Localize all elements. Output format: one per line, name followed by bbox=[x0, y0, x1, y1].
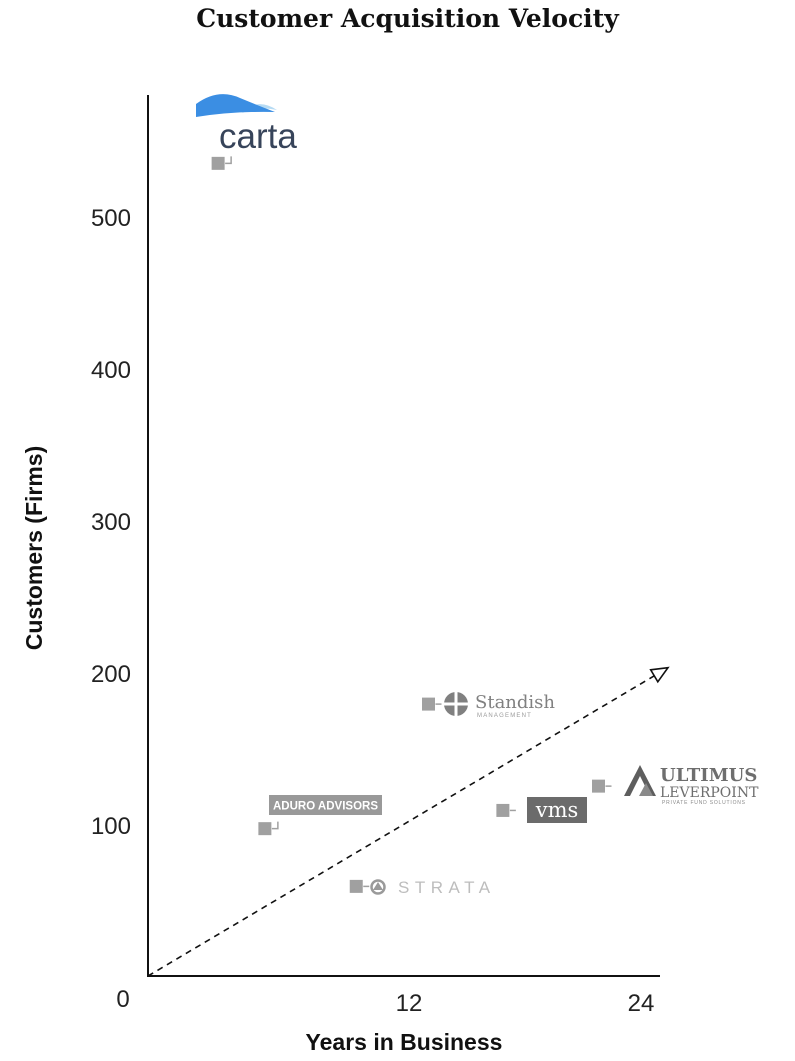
strata-logo: STRATA bbox=[370, 878, 496, 897]
strata-emblem-inner bbox=[373, 882, 383, 890]
standish-logo: Standish MANAGEMENT bbox=[443, 691, 555, 719]
y-tick-500: 500 bbox=[91, 205, 131, 232]
strata-emblem bbox=[370, 879, 386, 895]
y-tick-200: 200 bbox=[91, 661, 131, 688]
data-point-0[interactable] bbox=[211, 156, 225, 170]
trend-arrow-line bbox=[147, 675, 655, 977]
vms-logo-bg bbox=[527, 797, 587, 823]
ultimus-emblem bbox=[624, 765, 656, 796]
y-axis-label: Customers (Firms) bbox=[21, 446, 47, 650]
standish-logo-sub: MANAGEMENT bbox=[477, 713, 532, 719]
x-tick-0: 0 bbox=[116, 986, 129, 1013]
vms-logo: vms bbox=[527, 797, 587, 823]
ultimus-logo-tag: PRIVATE FUND SOLUTIONS bbox=[662, 800, 746, 806]
ultimus-logo-name: ULTIMUS bbox=[660, 765, 757, 786]
data-point-5[interactable] bbox=[349, 879, 363, 893]
x-axis-label: Years in Business bbox=[306, 1029, 503, 1055]
y-tick-100: 100 bbox=[91, 813, 131, 840]
ultimus-logo-sub: LEVERPOINT bbox=[660, 785, 759, 801]
data-point-3[interactable] bbox=[496, 803, 510, 817]
data-point-2[interactable] bbox=[258, 822, 272, 836]
ultimus-leverpoint-logo: ULTIMUS LEVERPOINT PRIVATE FUND SOLUTION… bbox=[624, 765, 759, 806]
data-point-1[interactable] bbox=[422, 697, 435, 711]
carta-logo-text: carta bbox=[219, 117, 297, 156]
vms-logo-text: vms bbox=[535, 798, 579, 822]
x-tick-12: 12 bbox=[396, 990, 423, 1017]
ultimus-emblem-inner bbox=[639, 783, 653, 796]
x-tick-24: 24 bbox=[628, 990, 655, 1017]
carta-logo: carta bbox=[196, 94, 297, 156]
data-points bbox=[211, 156, 612, 893]
aduro-logo-text: ADURO ADVISORS bbox=[273, 801, 378, 813]
y-tick-400: 400 bbox=[91, 357, 131, 384]
trend-arrow-head bbox=[649, 666, 670, 684]
carta-wing-dark bbox=[196, 94, 275, 117]
standish-logo-name: Standish bbox=[475, 692, 555, 713]
aduro-logo-bg bbox=[269, 795, 382, 815]
y-tick-300: 300 bbox=[91, 509, 131, 536]
aduro-advisors-logo: ADURO ADVISORS bbox=[269, 795, 382, 815]
data-point-connector-0 bbox=[225, 156, 232, 165]
strata-logo-text: STRATA bbox=[398, 878, 496, 897]
chart-title: Customer Acquisition Velocity bbox=[196, 4, 619, 33]
data-point-4[interactable] bbox=[592, 779, 605, 793]
data-point-connector-2 bbox=[271, 821, 279, 830]
